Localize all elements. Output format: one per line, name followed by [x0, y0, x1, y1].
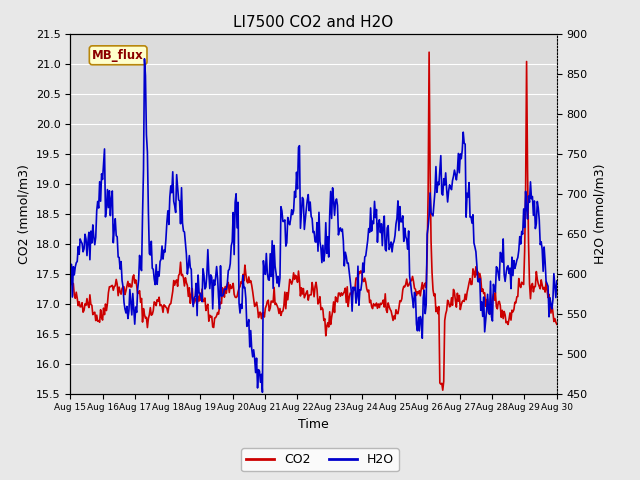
Text: MB_flux: MB_flux: [92, 49, 144, 62]
Legend: CO2, H2O: CO2, H2O: [241, 448, 399, 471]
Title: LI7500 CO2 and H2O: LI7500 CO2 and H2O: [234, 15, 394, 30]
Y-axis label: CO2 (mmol/m3): CO2 (mmol/m3): [17, 164, 30, 264]
X-axis label: Time: Time: [298, 418, 329, 431]
Y-axis label: H2O (mmol/m3): H2O (mmol/m3): [593, 163, 606, 264]
